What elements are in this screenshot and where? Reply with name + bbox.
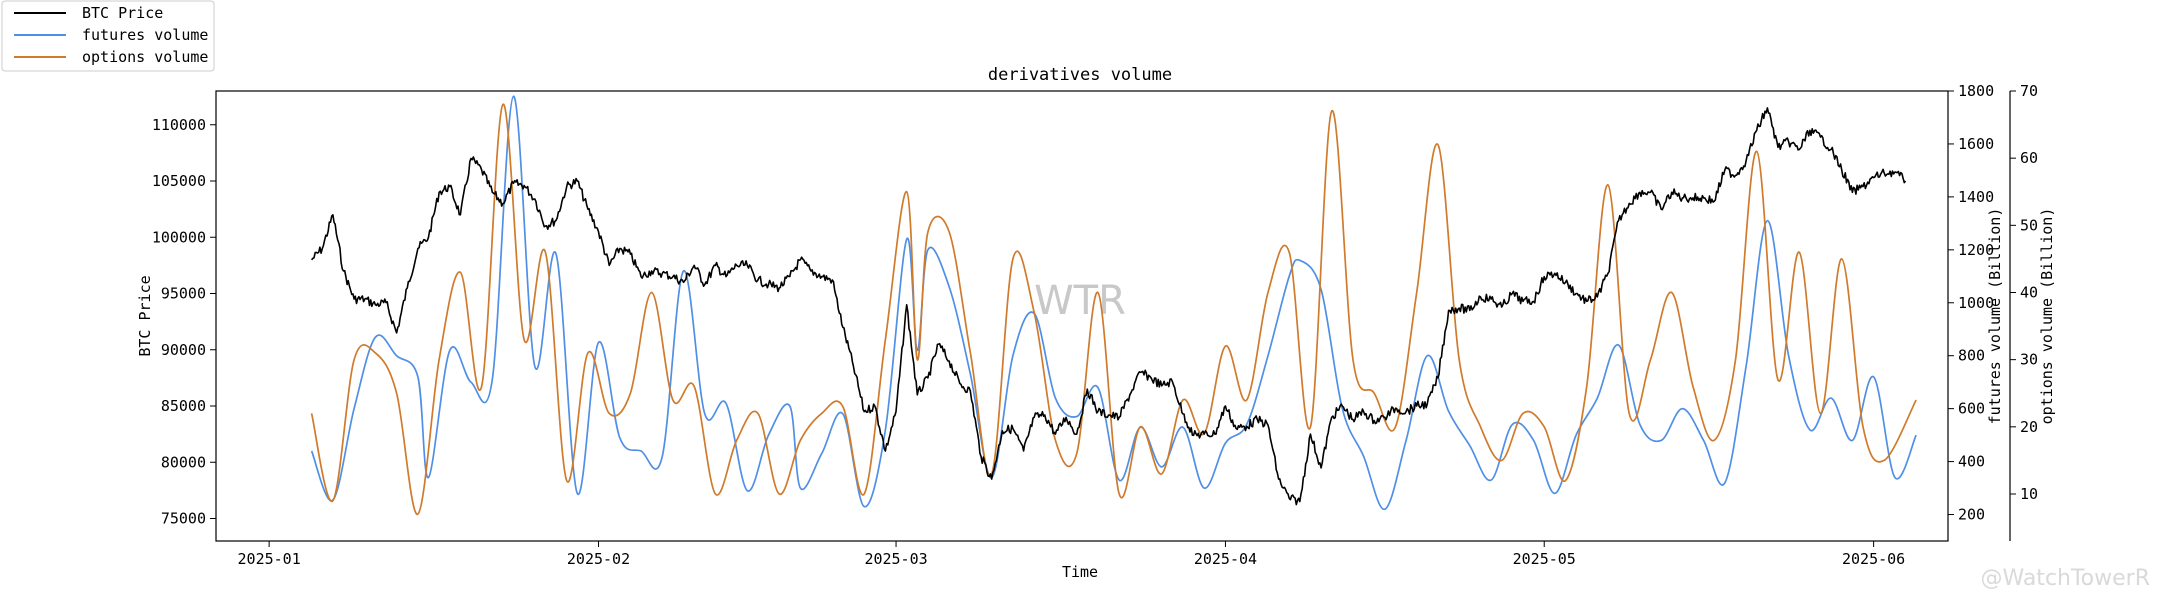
series-line-btc-price: [310, 107, 1907, 506]
x-axis-label: Time: [1062, 563, 1098, 581]
series-layer: [310, 95, 1917, 515]
right2-tick-label: 10: [2020, 485, 2038, 503]
x-tick-label: 2025-06: [1842, 550, 1905, 568]
x-tick-label: 2025-02: [567, 550, 630, 568]
plot-frame: [215, 90, 1949, 542]
right-tick-label: 1400: [1958, 188, 1994, 206]
left-tick-label: 80000: [161, 453, 206, 471]
left-tick-label: 100000: [152, 228, 206, 246]
right-tick-label: 1000: [1958, 294, 1994, 312]
chart-title: derivatives volume: [988, 65, 1172, 85]
credit-watermark: @WatchTowerR: [1980, 566, 2150, 591]
right2-tick-label: 20: [2020, 418, 2038, 436]
right-tick-label: 1600: [1958, 135, 1994, 153]
left-tick-label: 95000: [161, 285, 206, 303]
left-axis-label: BTC Price: [136, 275, 154, 356]
right-tick-label: 400: [1958, 453, 1985, 471]
left-tick-label: 110000: [152, 116, 206, 134]
x-tick-label: 2025-05: [1513, 550, 1576, 568]
right2-tick-label: 50: [2020, 216, 2038, 234]
legend: BTC Price futures volume options volume: [1, 0, 215, 72]
right-tick-label: 200: [1958, 506, 1985, 524]
left-tick-label: 85000: [161, 397, 206, 415]
left-tick-label: 75000: [161, 510, 206, 528]
right2-tick-label: 30: [2020, 351, 2038, 369]
left-tick-label: 90000: [161, 341, 206, 359]
plot-area: [215, 90, 1949, 542]
x-tick-label: 2025-03: [864, 550, 927, 568]
right-tick-label: 800: [1958, 347, 1985, 365]
right2-tick-label: 70: [2020, 82, 2038, 100]
legend-box: [1, 0, 215, 72]
right2-tick-label: 60: [2020, 149, 2038, 167]
x-tick-label: 2025-01: [238, 550, 301, 568]
right-tick-label: 1800: [1958, 82, 1994, 100]
watermark: WTR: [1034, 278, 1126, 324]
right2-tick-label: 40: [2020, 283, 2038, 301]
right-axis-2-label: options volume (Billion): [2038, 208, 2056, 425]
legend-label-options: options volume: [82, 48, 208, 66]
left-tick-label: 105000: [152, 172, 206, 190]
legend-label-futures: futures volume: [82, 26, 208, 44]
series-line-options-volume: [310, 103, 1917, 515]
legend-label-btc: BTC Price: [82, 4, 163, 22]
right-tick-label: 1200: [1958, 241, 1994, 259]
right-axis-label: futures volume (Billion): [1986, 208, 2004, 425]
x-tick-label: 2025-04: [1194, 550, 1257, 568]
right-tick-label: 600: [1958, 400, 1985, 418]
axes-layer: 2025-01 2025-02 2025-03 2025-04 2025-05 2025-…: [152, 82, 2038, 568]
